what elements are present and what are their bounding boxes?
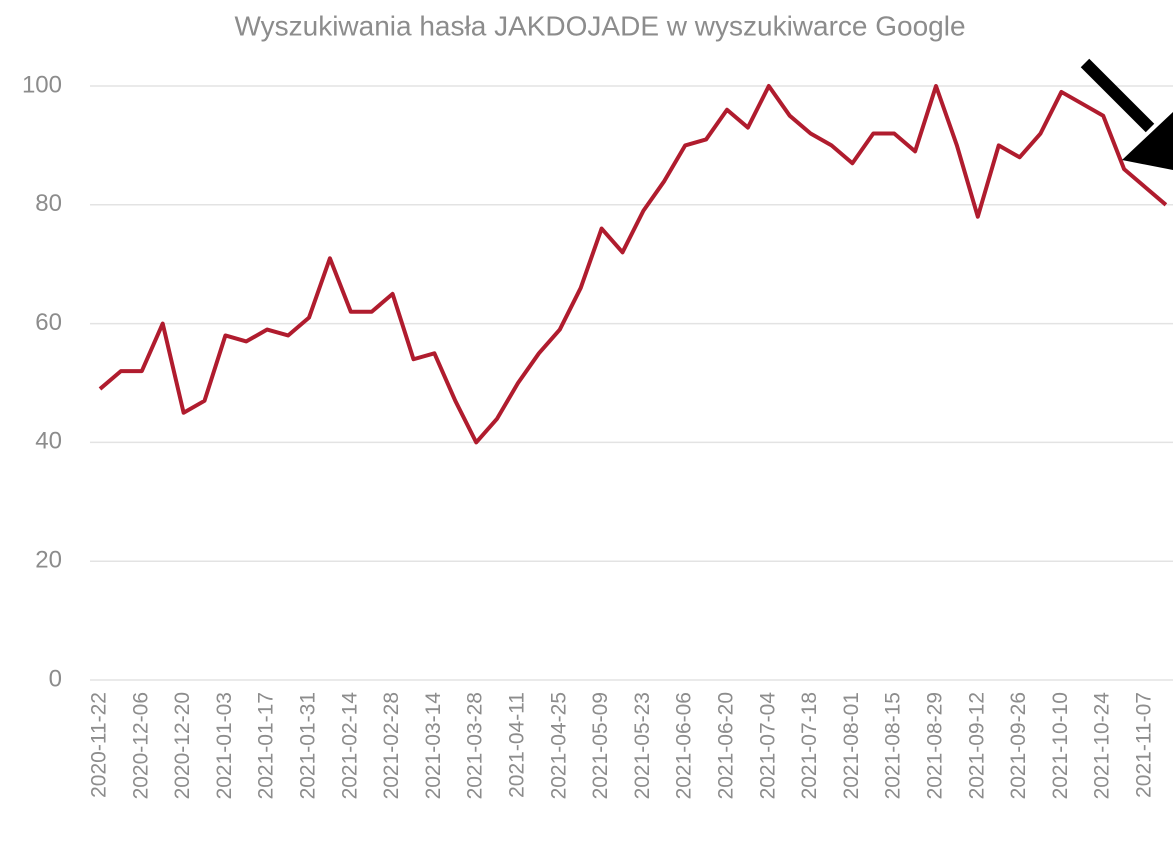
x-tick-label: 2020-12-06: [129, 692, 152, 799]
plot-area: 0 20 40 60 80 100 2020-11-22 2020-12-06 2020-12-…: [22, 71, 1173, 799]
y-tick-label: 60: [35, 309, 62, 336]
x-tick-label: 2021-04-25: [547, 692, 570, 799]
series-line: [98, 84, 1168, 445]
x-tick-label: 2021-08-29: [924, 692, 947, 799]
x-tick-label: 2021-01-17: [255, 692, 278, 799]
x-tick-label: 2020-12-20: [171, 692, 194, 799]
x-tick-label: 2021-08-15: [882, 692, 905, 799]
chart-title: Wyszukiwania hasła JAKDOJADE w wyszukiwa…: [234, 10, 965, 41]
x-tick-label: 2021-04-11: [506, 692, 529, 798]
x-tick-label: 2021-06-06: [673, 692, 696, 799]
x-tick-label: 2021-10-24: [1091, 692, 1114, 800]
x-tick-label: 2021-03-14: [422, 692, 445, 800]
x-tick-label: 2021-08-01: [840, 692, 863, 799]
arrow-shaft: [1080, 58, 1155, 133]
y-tick-label: 40: [35, 428, 62, 455]
x-tick-label: 2021-07-18: [798, 692, 821, 799]
x-tick-label: 2021-09-12: [965, 692, 988, 799]
x-tick-label: 2021-11-07: [1133, 692, 1156, 798]
x-tick-label: 2021-09-26: [1007, 692, 1030, 799]
y-tick-label: 80: [35, 190, 62, 217]
x-tick-label: 2021-02-28: [380, 692, 403, 799]
x-tick-label: 2021-01-31: [297, 692, 320, 799]
x-tick-label: 2021-02-14: [338, 692, 361, 800]
x-tick-label: 2021-07-04: [756, 692, 779, 800]
arrow-head: [1122, 112, 1173, 170]
x-tick-label: 2021-01-03: [213, 692, 236, 799]
x-tick-label: 2021-05-23: [631, 692, 654, 799]
y-tick-label: 0: [49, 665, 62, 692]
x-tick-label: 2021-03-28: [464, 692, 487, 799]
x-tick-label: 2021-05-09: [589, 692, 612, 799]
x-tick-label: 2020-11-22: [88, 692, 111, 798]
y-tick-label: 100: [22, 71, 62, 98]
x-tick-label: 2021-06-20: [715, 692, 738, 799]
arrow-annotation: [1080, 58, 1173, 170]
y-tick-label: 20: [35, 547, 62, 574]
x-tick-label: 2021-10-10: [1049, 692, 1072, 799]
